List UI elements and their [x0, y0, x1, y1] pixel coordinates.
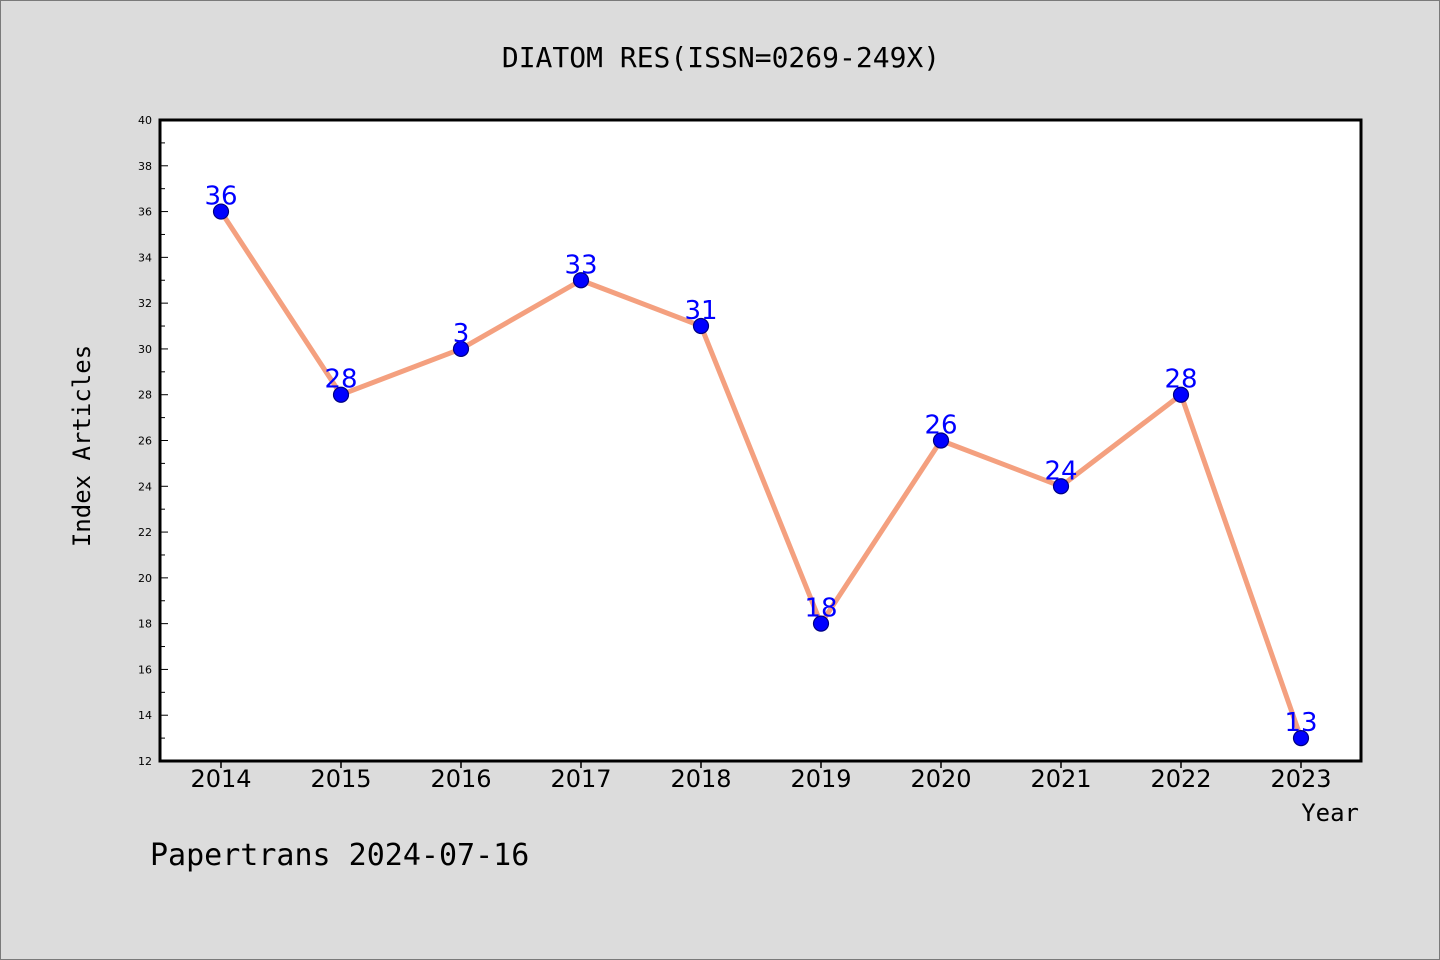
data-label: 28: [1164, 365, 1197, 395]
x-tick-label: 2015: [310, 765, 371, 793]
y-axis-ticks: 12 14 16 18 20 22 24 26 28 30 32 34 36 38 40: [138, 114, 168, 768]
data-point: [932, 432, 950, 449]
chart-title: DIATOM RES(ISSN=0269-249X): [502, 41, 940, 74]
y-tick-label: 32: [138, 297, 152, 310]
x-tick-label: 2014: [190, 765, 251, 793]
y-tick-label: 40: [138, 114, 152, 127]
data-label: 18: [804, 594, 837, 624]
y-tick-label: 28: [138, 389, 152, 402]
data-point: [1172, 386, 1190, 403]
data-point: [332, 386, 350, 403]
x-tick-label: 2021: [1030, 765, 1091, 793]
y-tick-label: 22: [138, 526, 152, 539]
data-point: [572, 272, 590, 289]
data-label: 33: [564, 250, 597, 280]
data-point: [1052, 478, 1070, 495]
data-point: [452, 340, 470, 358]
data-point: [212, 203, 230, 220]
y-tick-label: 34: [138, 251, 152, 264]
y-tick-label: 38: [138, 160, 152, 173]
x-tick-label: 2018: [670, 765, 731, 793]
y-tick-label: 36: [138, 206, 152, 219]
y-tick-label: 20: [138, 572, 152, 585]
y-tick-label: 12: [138, 755, 152, 768]
x-tick-label: 2016: [430, 765, 491, 793]
y-tick-label: 24: [138, 480, 152, 493]
x-tick-label: 2019: [790, 765, 851, 793]
y-axis-label: Index Articles: [68, 345, 96, 547]
y-tick-label: 14: [138, 709, 152, 722]
data-point: [812, 615, 830, 632]
data-label: 13: [1284, 708, 1317, 738]
data-point: [692, 317, 710, 335]
series-line: [218, 209, 1304, 741]
data-label: 24: [1044, 456, 1077, 486]
x-axis-label: Year: [1301, 799, 1359, 827]
plot-area: [158, 118, 1363, 763]
data-label: 28: [324, 365, 357, 395]
x-tick-label: 2023: [1270, 765, 1331, 793]
data-label: 26: [924, 411, 957, 441]
x-tick-label: 2022: [1150, 765, 1211, 793]
y-tick-label: 26: [138, 435, 152, 448]
data-markers: [212, 203, 1310, 747]
footer-text: Papertrans 2024-07-16: [150, 838, 529, 873]
x-tick-label: 2017: [550, 765, 611, 793]
y-tick-label: 18: [138, 618, 152, 631]
data-label: 36: [204, 182, 237, 212]
data-label: 3: [453, 319, 470, 349]
data-point: [1292, 730, 1310, 747]
x-tick-label: 2020: [910, 765, 971, 793]
y-tick-label: 16: [138, 663, 152, 676]
x-axis-ticks: 2014 2015 2016 2017 2018 2019 2020 2021 2022 2023: [190, 761, 1332, 793]
data-label: 31: [684, 296, 717, 326]
y-tick-label: 30: [138, 343, 152, 356]
